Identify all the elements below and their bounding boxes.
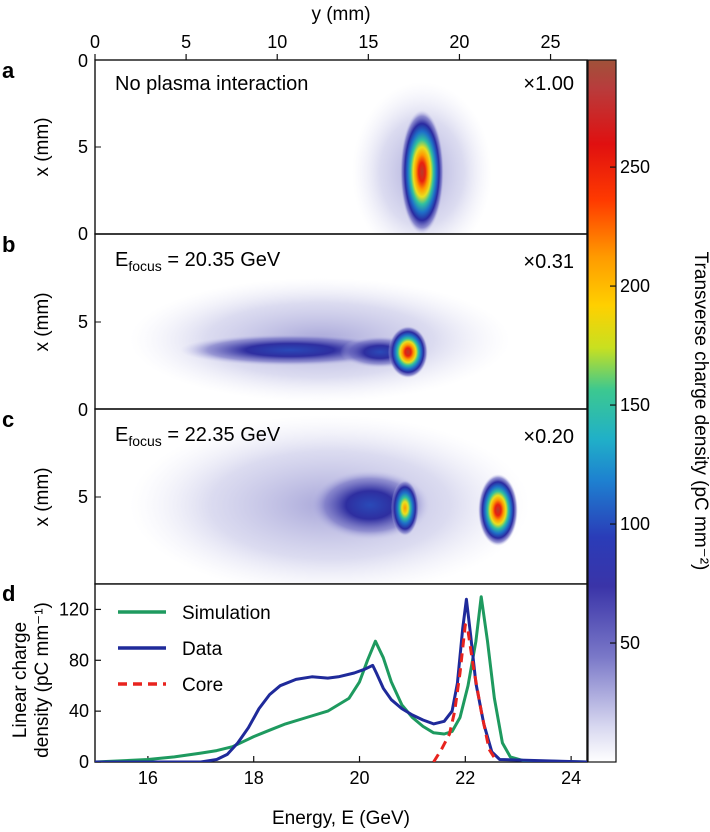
panel-c-scale: ×0.20 <box>523 426 574 448</box>
panel-c-ytick: 5 <box>78 487 88 507</box>
top-axis: y (mm) 0 5 10 15 20 25 <box>90 4 561 60</box>
colorbar-tick-label: 50 <box>620 633 640 653</box>
legend-label-data: Data <box>182 639 223 660</box>
colorbar-tick-label: 150 <box>620 395 650 415</box>
top-axis-tick-label: 25 <box>541 32 561 52</box>
panel-a-ytick: 0 <box>78 224 88 244</box>
x-tick-label: 20 <box>350 768 370 788</box>
y-tick-label: 120 <box>59 599 89 619</box>
panel-b-scale: ×0.31 <box>523 251 574 273</box>
y-tick-label: 80 <box>69 650 89 670</box>
x-tick-label: 16 <box>138 768 158 788</box>
panel-c-ylabel: x (mm) <box>32 467 53 526</box>
panel-a-letter: a <box>2 58 15 83</box>
series-data-line <box>95 597 587 762</box>
panel-d: d Linear charge density (pC mm⁻¹) 0 40 80 1… <box>2 581 588 829</box>
legend-label-simulation: Simulation <box>182 603 271 624</box>
panel-a-ylabel: x (mm) <box>32 117 53 176</box>
panel-b-image <box>130 278 510 402</box>
y-tick-label: 40 <box>69 701 89 721</box>
panel-d-ylabel-line2: density (pC mm⁻¹) <box>32 602 53 758</box>
colorbar-tick-label: 250 <box>620 157 650 177</box>
panel-a: a No plasma interaction ×1.00 x (mm) 0 5… <box>2 51 588 244</box>
panel-b-ylabel: x (mm) <box>32 292 53 351</box>
top-axis-tick-label: 5 <box>181 32 191 52</box>
x-tick-label: 24 <box>561 768 581 788</box>
colorbar: 50 100 150 200 250 Transverse charge density… <box>587 59 710 763</box>
x-axis-label: Energy, E (GeV) <box>272 808 410 829</box>
panel-c: c Efocus = 22.35 GeV ×0.20 x (mm) 5 <box>2 407 588 585</box>
panel-d-frame <box>94 583 588 763</box>
top-axis-tick-label: 15 <box>358 32 378 52</box>
panel-a-annotation: No plasma interaction <box>115 73 308 95</box>
panel-b-letter: b <box>2 232 15 257</box>
x-tick-label: 22 <box>455 768 475 788</box>
panel-c-letter: c <box>2 407 14 432</box>
top-axis-label: y (mm) <box>311 4 370 25</box>
panel-b: b Efocus = 20.35 GeV ×0.31 x (mm) 5 0 <box>2 232 588 420</box>
panel-a-ytick: 5 <box>78 137 88 157</box>
panel-b-ytick: 0 <box>78 400 88 420</box>
colorbar-label: Transverse charge density (pC mm⁻²) <box>690 252 710 571</box>
panel-a-scale: ×1.00 <box>523 73 574 95</box>
panel-d-ylabel-line1: Linear charge <box>10 622 31 738</box>
top-axis-tick-label: 10 <box>267 32 287 52</box>
colorbar-tick-label: 200 <box>620 276 650 296</box>
panel-a-image <box>352 82 492 234</box>
panel-c-image <box>130 415 530 584</box>
top-axis-tick-label: 0 <box>90 32 100 52</box>
x-tick-label: 18 <box>244 768 264 788</box>
series-core-line <box>432 623 499 762</box>
top-axis-tick-label: 20 <box>449 32 469 52</box>
panel-b-ytick: 5 <box>78 312 88 332</box>
panel-c-annotation: Efocus = 22.35 GeV <box>115 424 281 449</box>
colorbar-gradient <box>587 59 617 763</box>
panel-d-letter: d <box>2 581 15 606</box>
legend-label-core: Core <box>182 675 223 696</box>
panel-a-ytick: 0 <box>78 51 88 71</box>
y-tick-label: 0 <box>79 752 89 772</box>
panel-b-annotation: Efocus = 20.35 GeV <box>115 249 281 274</box>
colorbar-tick-label: 100 <box>620 514 650 534</box>
